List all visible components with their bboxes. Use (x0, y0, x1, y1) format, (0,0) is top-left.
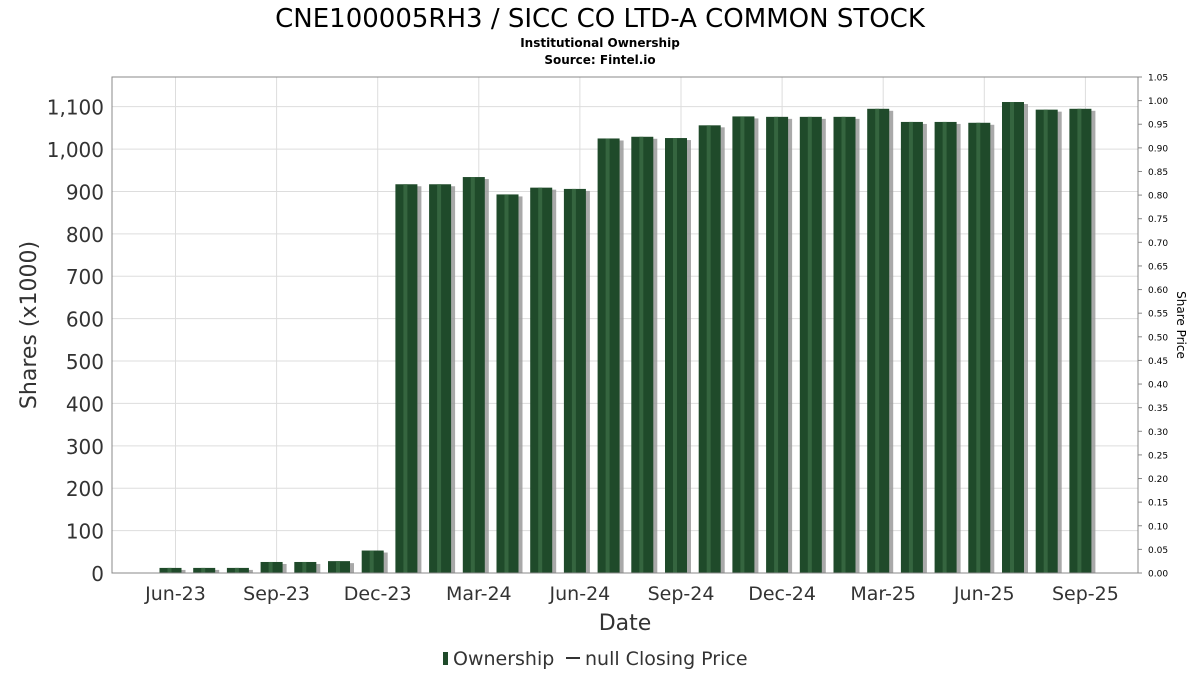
x-axis-ticks: Jun-23 Sep-23 Dec-23 Mar-24 Jun-24 Sep-24 Dec-… (144, 583, 1119, 605)
y2-tick-label: 0.90 (1148, 144, 1168, 154)
y-tick-label: 200 (66, 477, 104, 501)
y-tick-label: 400 (66, 392, 104, 416)
y2-tick-label: 0.30 (1148, 428, 1168, 438)
ownership-bar-highlight (841, 116, 846, 573)
y2-tick-label: 1.05 (1148, 74, 1168, 84)
y-tick-label: 300 (66, 435, 104, 459)
x-tick-label: Dec-23 (344, 583, 412, 605)
y2-tick-label: 0.85 (1148, 168, 1168, 178)
ownership-bar-highlight (201, 567, 206, 573)
y2-tick-label: 0.80 (1148, 192, 1168, 202)
ownership-bar-highlight (504, 194, 509, 573)
x-tick-label: Mar-24 (446, 583, 512, 605)
ownership-bar-highlight (470, 177, 475, 574)
y2-tick-label: 0.15 (1148, 499, 1168, 509)
x-tick-label: Jun-23 (144, 583, 206, 605)
y-tick-label: 900 (66, 180, 104, 204)
ownership-bar-highlight (740, 116, 745, 573)
ownership-bar-highlight (234, 567, 239, 573)
ownership-bar-highlight (1010, 102, 1014, 573)
ownership-bar-highlight (673, 138, 677, 574)
y2-tick-label: 0.40 (1148, 381, 1168, 391)
ownership-bar-highlight (538, 187, 543, 573)
y-tick-label: 700 (66, 265, 104, 289)
ownership-bar-highlight (875, 108, 880, 574)
y2-tick-label: 0.70 (1148, 239, 1168, 249)
legend-ownership-swatch (443, 652, 448, 665)
ownership-bar-highlight (976, 122, 981, 574)
y2-tick-label: 0.05 (1148, 546, 1168, 556)
y2-tick-label: 0.95 (1148, 121, 1168, 131)
y2-tick-label: 0.25 (1148, 451, 1168, 461)
y-tick-label: 600 (66, 308, 104, 332)
ownership-bar-highlight (706, 125, 711, 574)
ownership-bar-highlight (571, 188, 576, 573)
ownership-bar-highlight (639, 136, 644, 573)
y2-axis-label: Share Price (1174, 291, 1188, 359)
ownership-bar-highlight (774, 116, 779, 573)
y-axis-label: Shares (x1000) (17, 241, 42, 409)
y2-tick-label: 0.20 (1148, 475, 1168, 485)
ownership-bar-highlight (403, 184, 408, 573)
ownership-bar-highlight (302, 561, 307, 573)
ownership-bar-highlight (605, 138, 610, 573)
plot-area-border (111, 76, 1139, 574)
y2-axis-ticks: 0.00 0.05 0.10 0.15 0.20 0.25 0.30 0.35 0.40 0.45… (1138, 74, 1168, 580)
ownership-bar-highlight (1043, 109, 1048, 574)
x-tick-label: Sep-23 (243, 583, 310, 605)
y2-tick-label: 0.60 (1148, 286, 1168, 296)
bars-layer (159, 102, 1096, 574)
ownership-bar-highlight (942, 121, 947, 573)
y2-tick-label: 1.00 (1148, 97, 1168, 107)
x-tick-label: Sep-25 (1052, 583, 1119, 605)
legend-price-label: null Closing Price (585, 648, 748, 670)
ownership-bar-highlight (268, 561, 273, 573)
ownership-bar-highlight (336, 561, 340, 573)
y2-tick-label: 0.10 (1148, 522, 1168, 532)
y2-tick-label: 0.50 (1148, 333, 1168, 343)
y-tick-label: 0 (91, 562, 104, 586)
y2-tick-label: 0.45 (1148, 357, 1168, 367)
x-tick-label: Sep-24 (648, 583, 715, 605)
y2-tick-label: 0.00 (1148, 570, 1168, 580)
chart-subtitle: Institutional Ownership (520, 36, 680, 50)
ownership-bar-highlight (437, 184, 442, 573)
x-tick-label: Jun-24 (549, 583, 611, 605)
y2-tick-label: 0.55 (1148, 310, 1168, 320)
ownership-bar-highlight (908, 121, 913, 573)
ownership-bar-highlight (369, 550, 374, 573)
y-tick-label: 1,000 (47, 138, 104, 162)
chart-title: CNE100005RH3 / SICC CO LTD-A COMMON STOC… (275, 4, 926, 34)
ownership-bar-highlight (167, 567, 172, 573)
ownership-bar-highlight (807, 116, 812, 573)
legend: Ownership null Closing Price (443, 648, 748, 670)
chart-source: Source: Fintel.io (544, 53, 655, 67)
y-tick-label: 100 (66, 520, 104, 544)
legend-ownership-label: Ownership (453, 648, 554, 670)
x-tick-label: Dec-24 (748, 583, 816, 605)
y2-tick-label: 0.65 (1148, 262, 1168, 272)
y-tick-label: 800 (66, 223, 104, 247)
x-tick-label: Mar-25 (850, 583, 916, 605)
ownership-bar-highlight (1077, 108, 1082, 574)
y2-tick-label: 0.75 (1148, 215, 1168, 225)
y-axis-ticks: 0 100 200 300 400 500 600 700 800 900 1,000 1,100 (47, 96, 104, 586)
x-tick-label: Jun-25 (953, 583, 1015, 605)
x-axis-label: Date (599, 611, 652, 636)
y-tick-label: 500 (66, 350, 104, 374)
y-tick-label: 1,100 (47, 96, 104, 120)
y2-tick-label: 0.35 (1148, 404, 1168, 414)
